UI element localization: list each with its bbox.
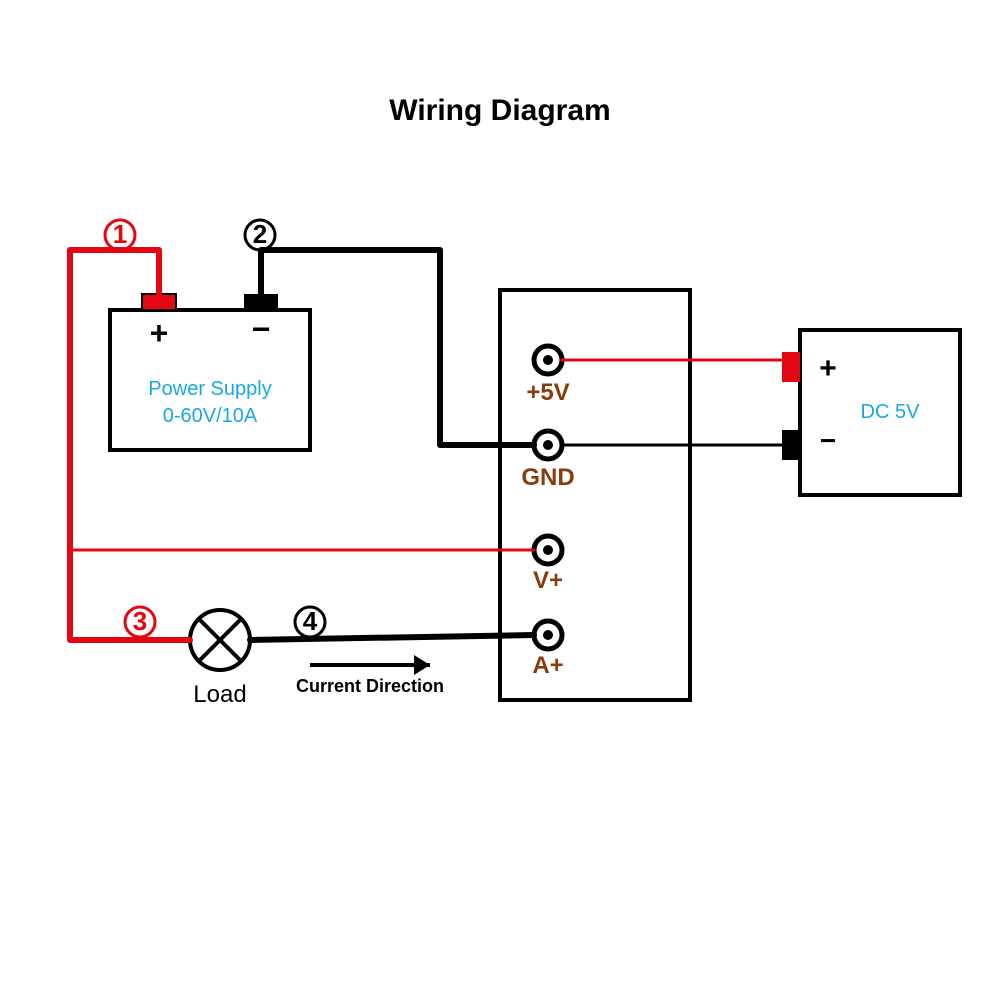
dc5v-label: DC 5V bbox=[861, 401, 921, 423]
label-5v: +5V bbox=[526, 379, 569, 406]
label-vp: V+ bbox=[533, 567, 563, 594]
psu-plus-icon: + bbox=[150, 315, 169, 351]
wire-num-2-text: 2 bbox=[253, 219, 267, 249]
wire-num-3-text: 3 bbox=[133, 606, 147, 636]
dc5v-minus-icon: − bbox=[820, 425, 836, 456]
gnd-terminal-inner bbox=[543, 440, 553, 450]
wire-black-gnd bbox=[261, 250, 534, 445]
wire-num-4-text: 4 bbox=[303, 606, 318, 636]
p5v-terminal-inner bbox=[543, 355, 553, 365]
dc5v-plus-icon: + bbox=[819, 352, 837, 385]
dc5v-cap-neg bbox=[782, 430, 800, 460]
meter-box bbox=[500, 290, 690, 700]
vp-terminal-inner bbox=[543, 545, 553, 555]
wire-num-1-text: 1 bbox=[113, 219, 127, 249]
psu-label-1: Power Supply bbox=[148, 378, 271, 400]
label-gnd: GND bbox=[521, 464, 574, 491]
wire-black-aplus bbox=[250, 635, 534, 640]
psu-minus-icon: − bbox=[252, 311, 271, 347]
current-arrow-head bbox=[414, 655, 430, 675]
diagram-title: Wiring Diagram bbox=[389, 94, 610, 127]
dc5v-cap-pos bbox=[782, 352, 800, 382]
label-ap: A+ bbox=[532, 652, 563, 679]
ap-terminal-inner bbox=[543, 630, 553, 640]
current-arrow-label: Current Direction bbox=[296, 676, 444, 696]
load-label: Load bbox=[193, 681, 246, 708]
psu-label-2: 0-60V/10A bbox=[163, 405, 258, 427]
